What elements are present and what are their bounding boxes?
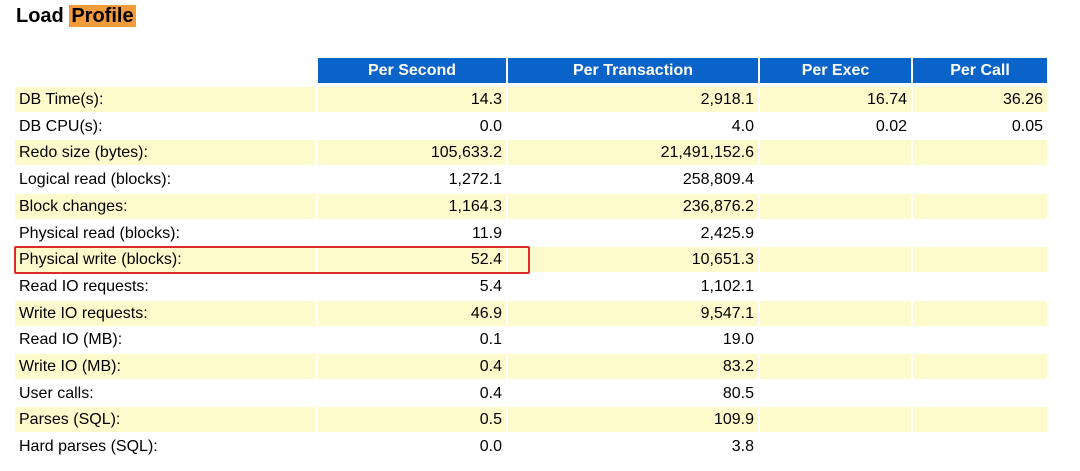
- row-label: User calls:: [19, 385, 94, 402]
- value-cell: 52.4: [318, 247, 506, 272]
- row-label: DB Time(s):: [15, 87, 315, 112]
- section-title: Load Profile: [16, 5, 136, 28]
- row-label: Physical write (blocks):: [15, 247, 315, 272]
- row-label: Read IO (MB):: [19, 331, 123, 348]
- value-cell: 0.05: [1011, 118, 1043, 135]
- value-cell: 14.3: [318, 87, 506, 112]
- value-cell: [913, 167, 1047, 192]
- value-cell: [913, 407, 1047, 432]
- value-cell: 1,164.3: [318, 194, 506, 219]
- value-cell: [760, 434, 911, 459]
- value-cell: [760, 167, 911, 192]
- value-cell: [760, 381, 911, 406]
- column-header: Per Call: [913, 58, 1047, 83]
- value-cell: 46.9: [318, 301, 506, 326]
- row-label: Block changes:: [15, 194, 315, 219]
- highlight-box: [14, 246, 530, 274]
- column-header: Per Transaction: [508, 58, 758, 83]
- value-cell: [913, 274, 1047, 299]
- value-cell: 9,547.1: [508, 301, 758, 326]
- value-cell: [913, 354, 1047, 379]
- column-header: Per Exec: [760, 58, 911, 83]
- value-cell: 80.5: [722, 385, 754, 402]
- value-cell: [913, 434, 1047, 459]
- value-cell: [760, 274, 911, 299]
- row-label: Parses (SQL):: [15, 407, 315, 432]
- value-cell: 0.02: [875, 118, 907, 135]
- value-cell: 1,272.1: [448, 171, 502, 188]
- value-cell: [913, 247, 1047, 272]
- title-highlight: Profile: [69, 5, 136, 27]
- value-cell: 3.8: [731, 438, 754, 455]
- value-cell: 4.0: [731, 118, 754, 135]
- value-cell: 2,918.1: [508, 87, 758, 112]
- value-cell: 109.9: [508, 407, 758, 432]
- value-cell: 36.26: [913, 87, 1047, 112]
- value-cell: [913, 194, 1047, 219]
- value-cell: [913, 140, 1047, 165]
- row-label: Redo size (bytes):: [15, 140, 315, 165]
- value-cell: 0.4: [479, 385, 502, 402]
- row-label: Write IO requests:: [15, 301, 315, 326]
- row-label: DB CPU(s):: [19, 118, 103, 135]
- value-cell: [913, 381, 1047, 406]
- value-cell: [760, 221, 911, 246]
- value-cell: 19.0: [722, 331, 754, 348]
- value-cell: 83.2: [508, 354, 758, 379]
- value-cell: [760, 354, 911, 379]
- value-cell: [760, 140, 911, 165]
- value-cell: 16.74: [760, 87, 911, 112]
- value-cell: [760, 301, 911, 326]
- value-cell: 0.0: [479, 438, 502, 455]
- value-cell: 105,633.2: [318, 140, 506, 165]
- value-cell: [913, 301, 1047, 326]
- value-cell: 236,876.2: [508, 194, 758, 219]
- title-text: Load: [16, 5, 64, 27]
- value-cell: 0.4: [318, 354, 506, 379]
- value-cell: 11.9: [472, 225, 502, 242]
- value-cell: 0.5: [318, 407, 506, 432]
- value-cell: [913, 221, 1047, 246]
- value-cell: 5.4: [479, 278, 502, 295]
- value-cell: 0.0: [479, 118, 502, 135]
- value-cell: 2,425.9: [700, 225, 754, 242]
- value-cell: [913, 327, 1047, 352]
- value-cell: 0.1: [479, 331, 502, 348]
- row-label: Read IO requests:: [19, 278, 149, 295]
- value-cell: [760, 194, 911, 219]
- value-cell: 21,491,152.6: [508, 140, 758, 165]
- row-label: Hard parses (SQL):: [19, 438, 158, 455]
- column-header: Per Second: [318, 58, 506, 83]
- value-cell: [760, 327, 911, 352]
- value-cell: [760, 407, 911, 432]
- row-label: Physical read (blocks):: [19, 225, 180, 242]
- row-label: Write IO (MB):: [15, 354, 315, 379]
- value-cell: [760, 247, 911, 272]
- value-cell: 10,651.3: [508, 247, 758, 272]
- row-label: Logical read (blocks):: [19, 171, 172, 188]
- value-cell: 1,102.1: [700, 278, 754, 295]
- value-cell: 258,809.4: [682, 171, 754, 188]
